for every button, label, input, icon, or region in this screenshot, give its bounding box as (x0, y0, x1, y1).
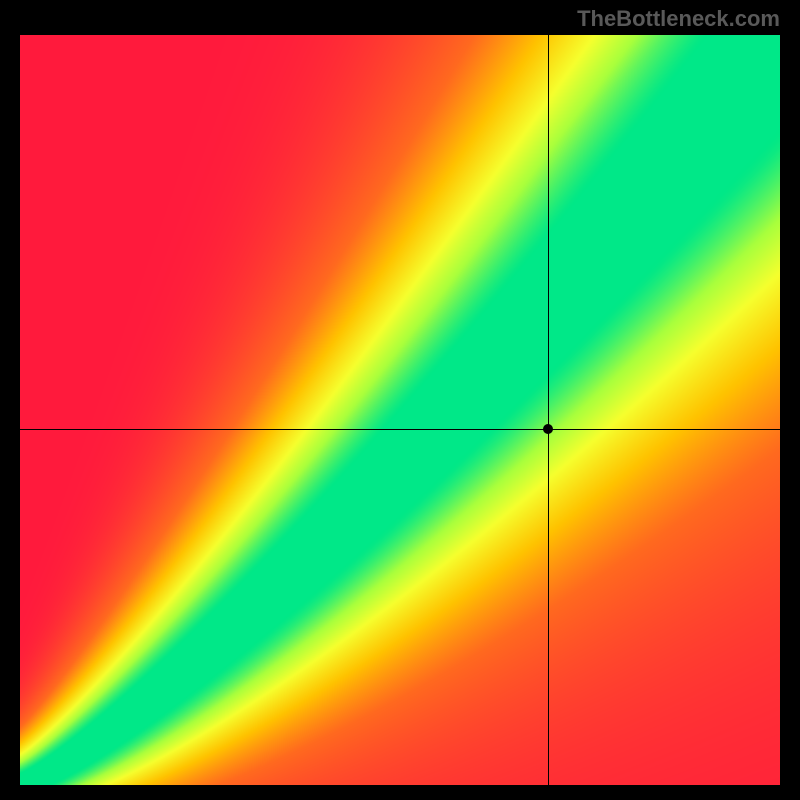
crosshair-horizontal (20, 429, 780, 430)
heatmap-canvas (20, 35, 780, 785)
watermark-text: TheBottleneck.com (577, 6, 780, 32)
marker-dot (543, 424, 553, 434)
crosshair-vertical (548, 35, 549, 785)
heatmap-plot (20, 35, 780, 785)
chart-frame: TheBottleneck.com (0, 0, 800, 800)
